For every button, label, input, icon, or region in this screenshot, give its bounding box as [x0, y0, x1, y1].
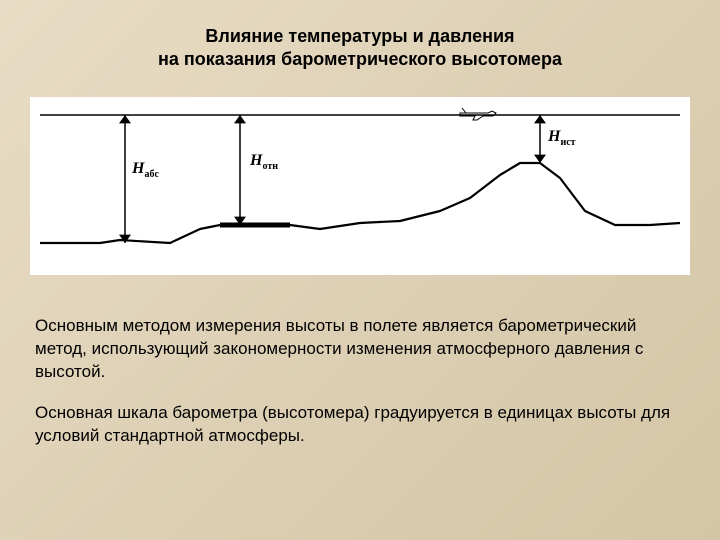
paragraph-1: Основным методом измерения высоты в поле…	[35, 315, 685, 384]
diagram-container: Hабс Hотн Hист	[30, 97, 690, 275]
body-text: Основным методом измерения высоты в поле…	[0, 295, 720, 448]
paragraph-2: Основная шкала барометра (высотомера) гр…	[35, 402, 685, 448]
svg-text:Hотн: Hотн	[249, 152, 278, 172]
svg-text:Hабс: Hабс	[131, 160, 159, 180]
title-line-2: на показания барометрического высотомера	[158, 49, 562, 69]
altimeter-diagram: Hабс Hотн Hист	[40, 103, 680, 273]
diagram-svg: Hабс Hотн Hист	[40, 103, 680, 273]
svg-text:Hист: Hист	[547, 128, 576, 148]
page-title: Влияние температуры и давления на показа…	[0, 0, 720, 87]
title-line-1: Влияние температуры и давления	[205, 26, 514, 46]
